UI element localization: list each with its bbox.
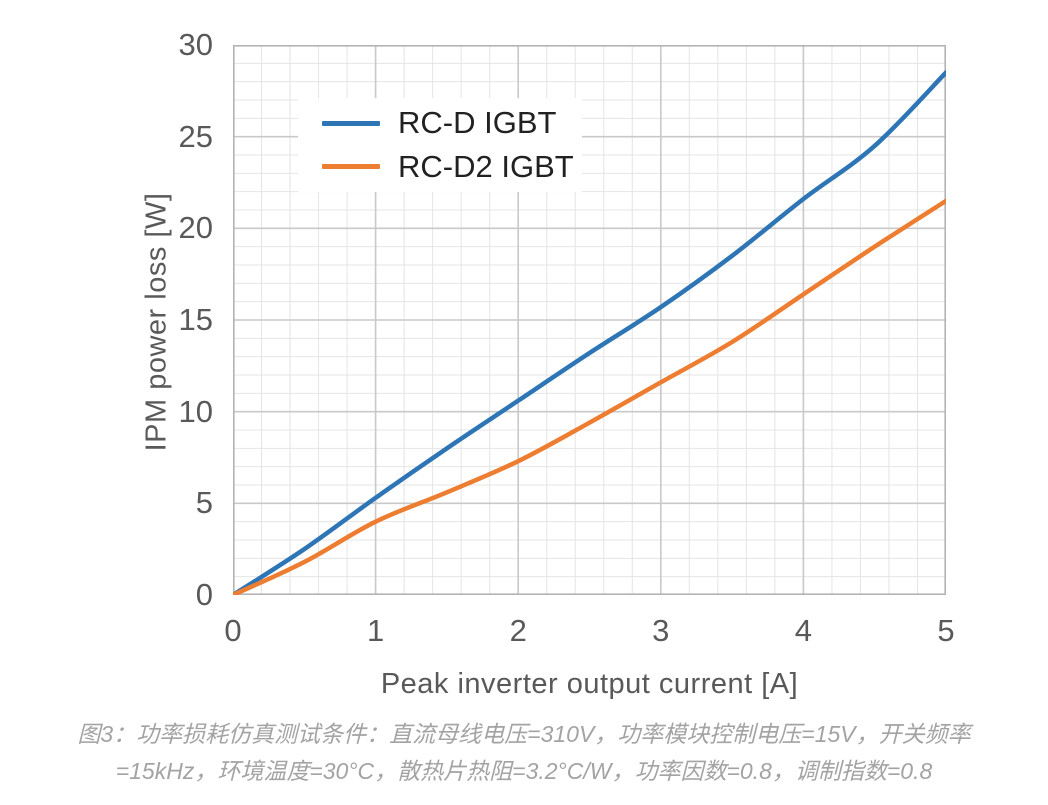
x-tick-label: 0 (224, 613, 242, 648)
legend-line-swatch (322, 120, 380, 126)
y-tick-label: 25 (178, 118, 213, 154)
plot-border (233, 45, 946, 595)
figure-caption-line-1: 图3：功率损耗仿真测试条件：直流母线电压=310V，功率模块控制电压=15V，开… (77, 721, 971, 747)
x-tick-label: 3 (652, 613, 670, 648)
figure-caption-line-2: =15kHz，环境温度=30°C，散热片热阻=3.2°C/W，功率因数=0.8，… (115, 758, 933, 784)
legend-line-swatch (322, 164, 380, 170)
legend: RC-D IGBT RC-D2 IGBT (298, 98, 582, 192)
y-tick-label: 30 (178, 27, 213, 62)
legend-label: RC-D IGBT (398, 105, 557, 141)
x-tick-label: 5 (937, 613, 955, 648)
x-axis-label: Peak inverter output current [A] (380, 668, 799, 700)
y-tick-label: 10 (178, 393, 213, 429)
legend-item: RC-D2 IGBT (322, 149, 582, 185)
y-tick-label: 15 (178, 302, 213, 337)
figure-caption: 图3：功率损耗仿真测试条件：直流母线电压=310V，功率模块控制电压=15V，开… (0, 716, 1048, 790)
series-line-rc-d2-igbt (233, 198, 946, 595)
y-tick-label: 20 (178, 210, 213, 246)
y-tick-label: 0 (195, 577, 213, 612)
y-tick-label: 5 (195, 485, 213, 521)
x-tick-label: 4 (794, 613, 813, 648)
x-tick-label: 2 (509, 613, 527, 648)
legend-label: RC-D2 IGBT (398, 148, 574, 184)
x-tick-label: 1 (366, 613, 385, 648)
series-line-rc-d-igbt (233, 70, 946, 595)
legend-item: RC-D IGBT (322, 105, 582, 141)
